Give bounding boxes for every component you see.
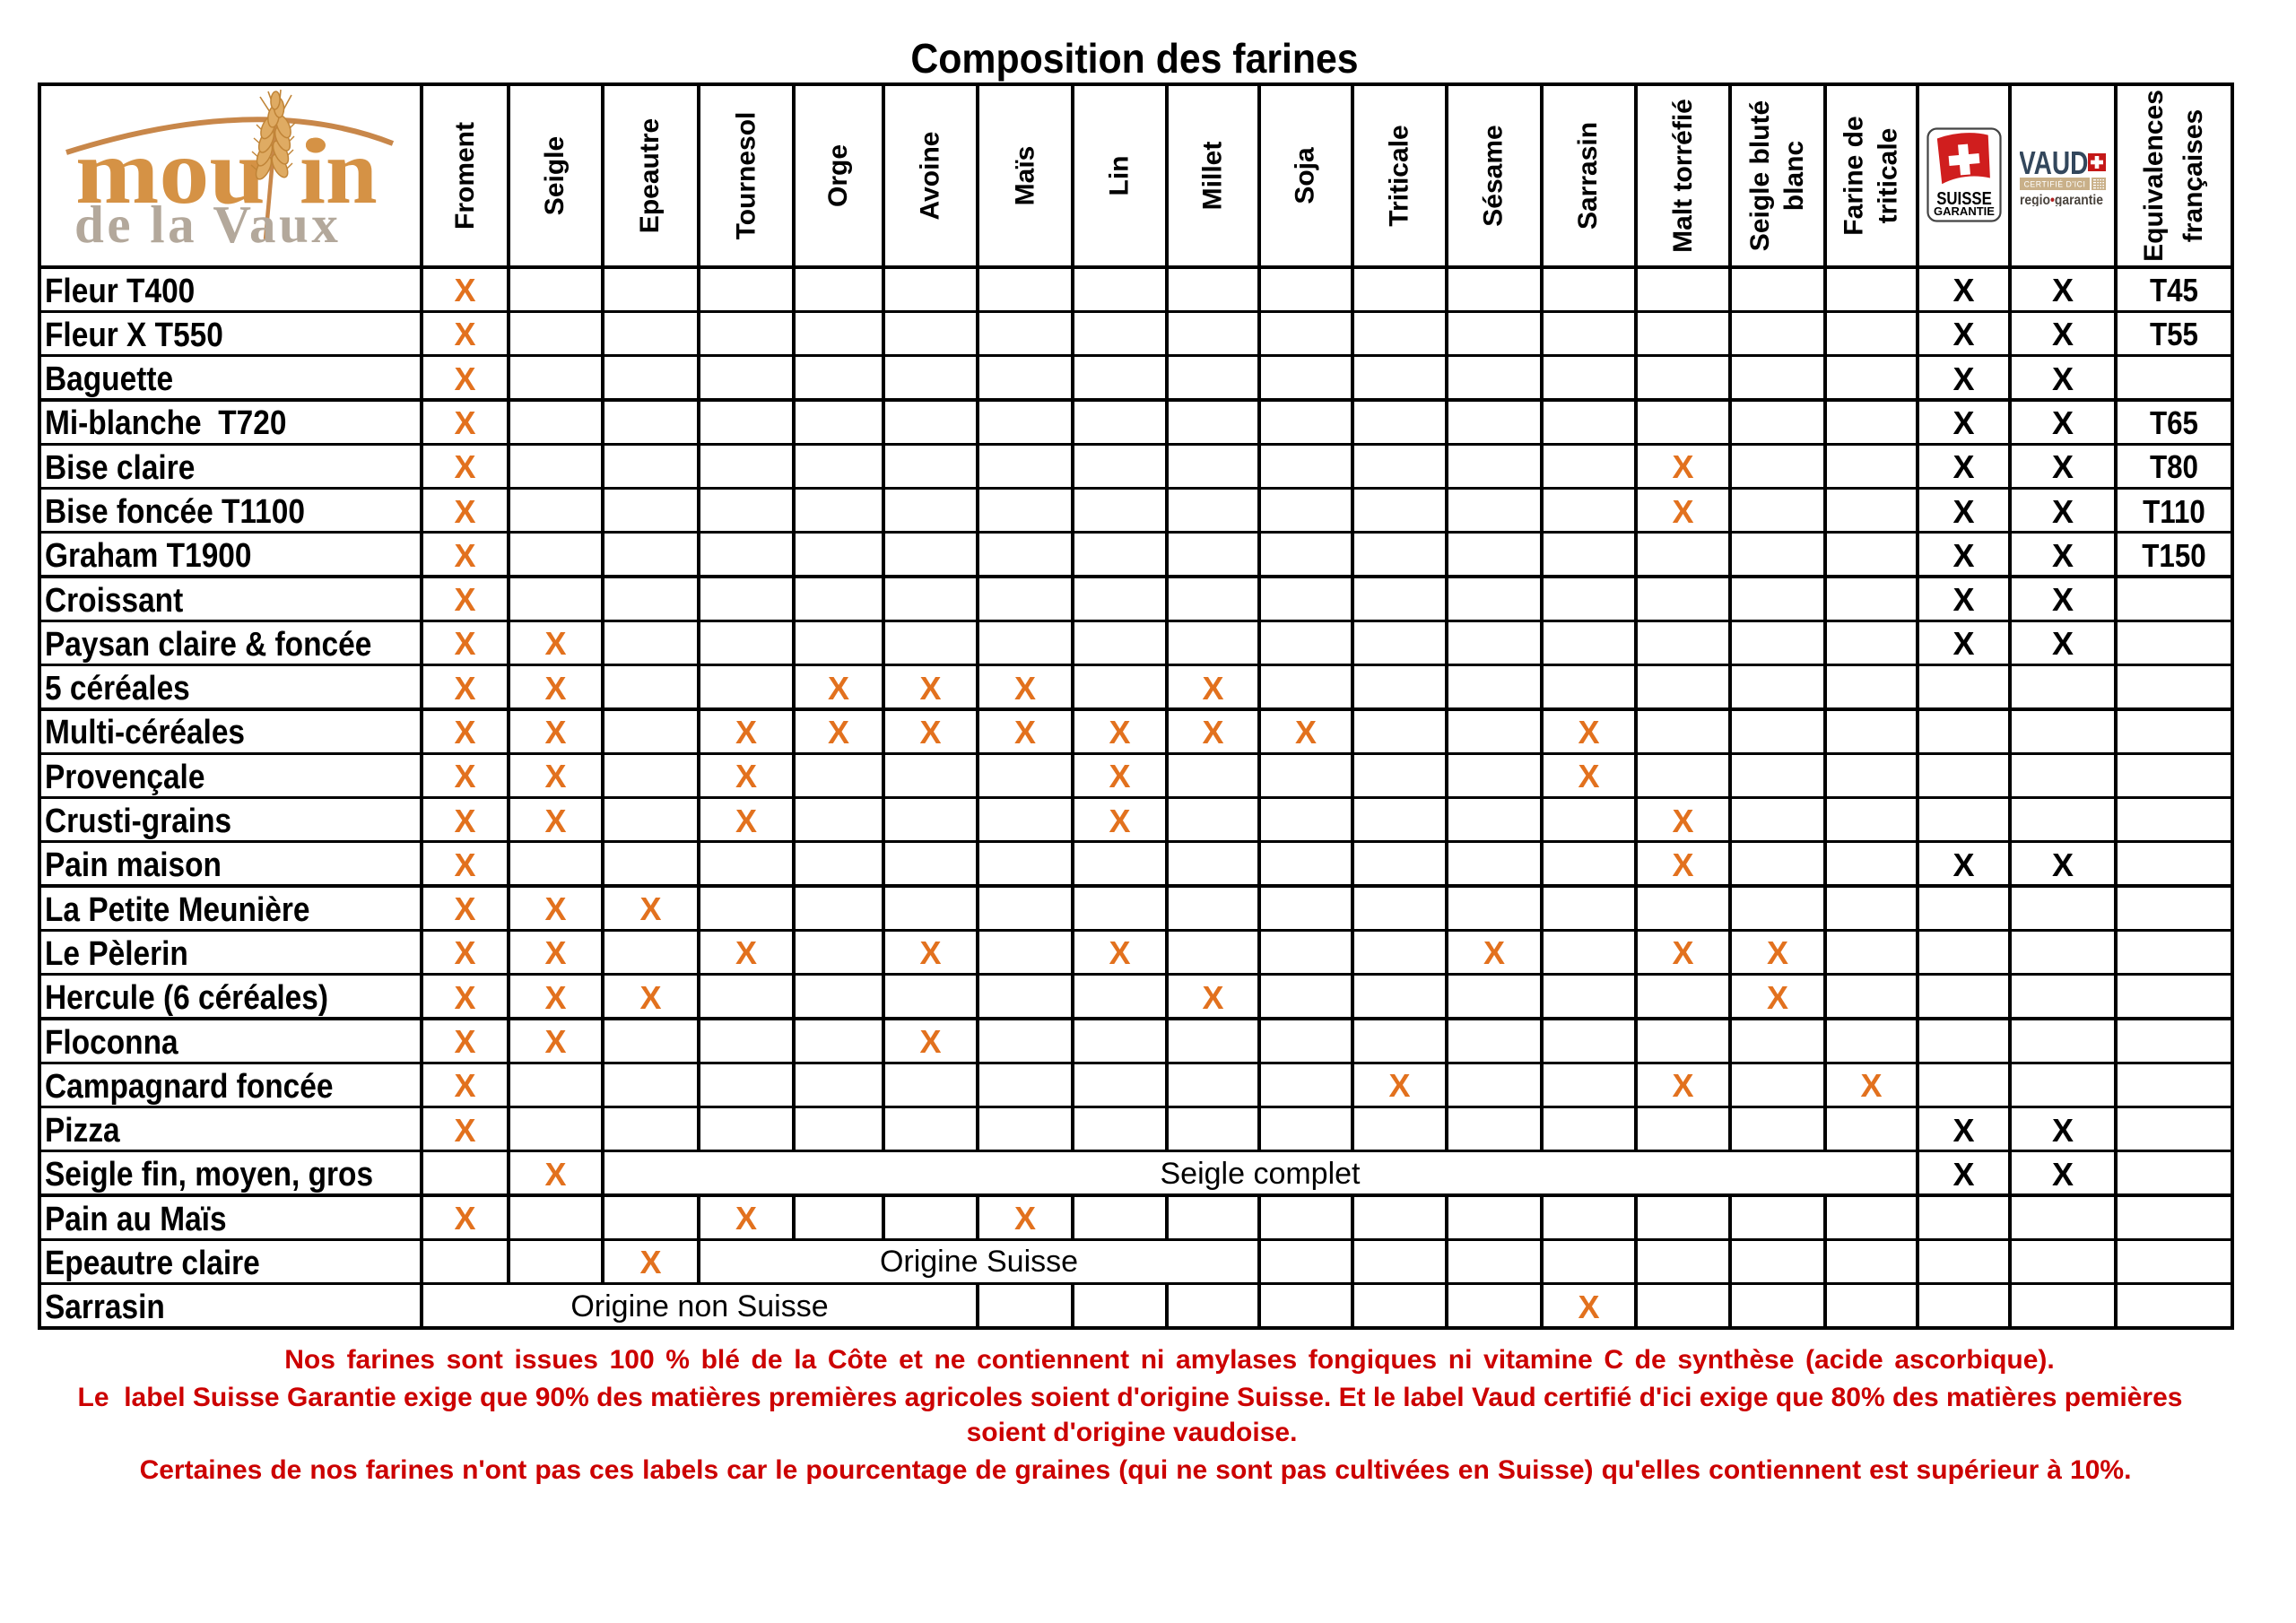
svg-text:SUISSE: SUISSE <box>1936 188 1992 209</box>
svg-text:de la Vaux: de la Vaux <box>74 195 341 254</box>
svg-text:CERTIFIÉ D'ICI: CERTIFIÉ D'ICI <box>2024 179 2086 188</box>
svg-text:in: in <box>300 120 378 223</box>
svg-text:regio•garantie: regio•garantie <box>2020 192 2103 206</box>
svg-text:mou: mou <box>75 121 265 223</box>
svg-text:GARANTIE: GARANTIE <box>1934 204 1995 218</box>
svg-text:VAUD: VAUD <box>2020 149 2088 181</box>
